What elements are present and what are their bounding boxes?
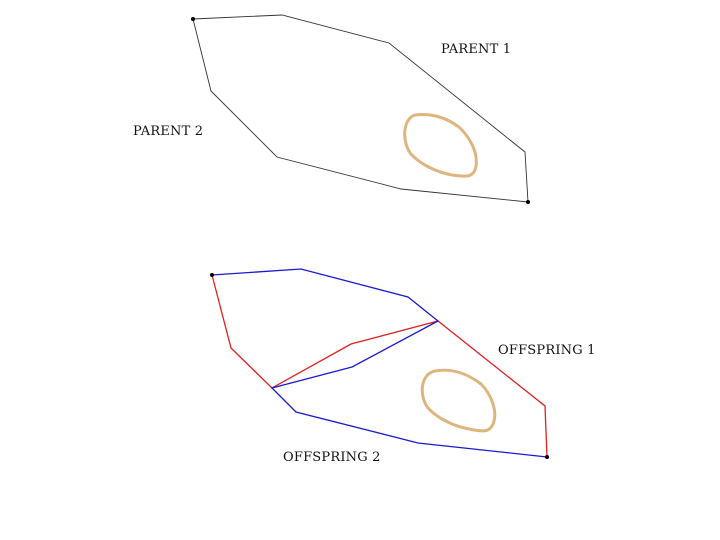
obstacle-top <box>403 113 478 178</box>
offspring2-label: OFFSPRING 2 <box>283 450 381 465</box>
offspring2-path <box>211 268 548 458</box>
parent2-path <box>192 18 529 203</box>
parent2-label: PARENT 2 <box>133 124 204 139</box>
offspring1-label: OFFSPRING 1 <box>498 343 596 358</box>
parent1-path <box>192 14 529 203</box>
offspring-end-point <box>545 455 549 459</box>
parent1-label: PARENT 1 <box>441 42 512 57</box>
parent-start-point <box>191 17 195 21</box>
obstacle-bottom <box>420 368 497 433</box>
parent-end-point <box>526 200 530 204</box>
offspring1-path <box>211 274 548 458</box>
offspring-start-point <box>210 273 214 277</box>
parents-group <box>191 14 530 204</box>
offspring-group <box>210 268 549 459</box>
